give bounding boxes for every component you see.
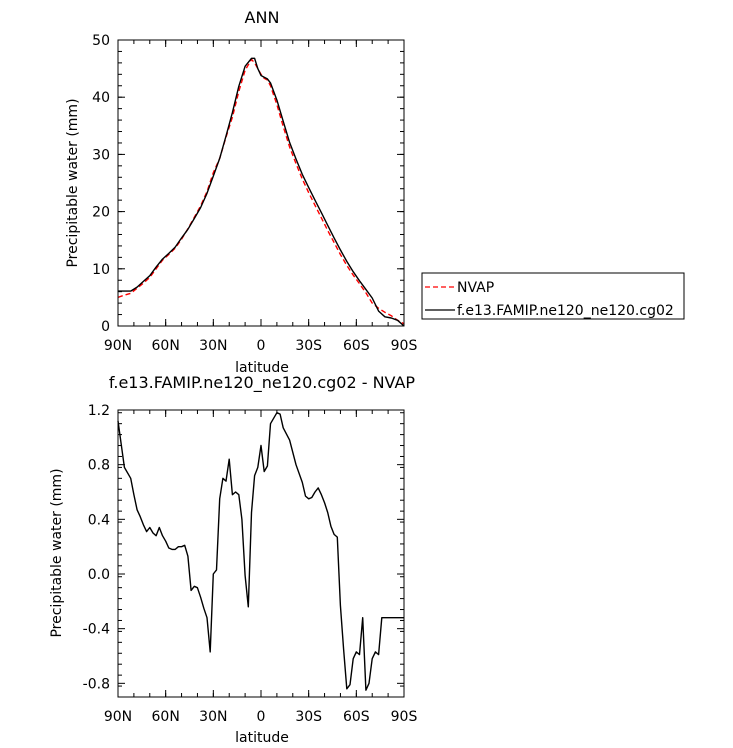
- top-x-tick-label: 0: [257, 338, 266, 354]
- top-x-tick-label: 90N: [104, 338, 132, 354]
- legend-box: [421, 272, 685, 320]
- top-y-tick-label: 40: [92, 90, 110, 106]
- top-series-lines: [117, 57, 405, 327]
- top-y-axis-label: Precipitable water (mm): [65, 98, 81, 267]
- bottom-y-tick-label: 1.2: [88, 403, 110, 419]
- bottom-y-tick-label: -0.4: [83, 622, 110, 638]
- bottom-series-lines: [117, 412, 404, 691]
- bottom-x-tick-label: 30S: [295, 709, 322, 725]
- bottom-y-tick-labels: -0.8 -0.4 0.0 0.4 0.8 1.2: [83, 403, 110, 692]
- legend-label-model: f.e13.FAMIP.ne120_ne120.cg02: [457, 303, 674, 319]
- top-x-tick-labels: 90N 60N 30N 0 30S 60S 90S: [104, 338, 418, 354]
- bottom-plot-frame: [117, 409, 405, 698]
- bottom-series-line-0: [117, 412, 404, 691]
- bottom-y-tick-label: 0.4: [88, 512, 110, 528]
- bottom-x-tick-label: 90S: [391, 709, 418, 725]
- bottom-x-tick-marks: [117, 410, 405, 697]
- top-plot-frame: [117, 39, 405, 327]
- top-chart-title: ANN: [245, 8, 280, 27]
- top-x-tick-label: 90S: [391, 338, 418, 354]
- top-y-tick-label: 10: [92, 262, 110, 278]
- top-y-tick-label: 20: [92, 205, 110, 221]
- top-x-tick-label: 30N: [199, 338, 227, 354]
- top-y-tick-label: 30: [92, 147, 110, 163]
- bottom-chart-title: f.e13.FAMIP.ne120_ne120.cg02 - NVAP: [109, 373, 416, 393]
- bottom-y-tick-marks: [118, 409, 404, 698]
- top-x-tick-label: 60S: [343, 338, 370, 354]
- bottom-x-tick-label: 60S: [343, 709, 370, 725]
- bottom-x-tick-label: 60N: [152, 709, 180, 725]
- bottom-y-tick-label: -0.8: [83, 676, 110, 692]
- bottom-x-tick-labels: 90N 60N 30N 0 30S 60S 90S: [104, 709, 418, 725]
- legend: NVAP f.e13.FAMIP.ne120_ne120.cg02: [421, 272, 685, 320]
- top-y-tick-labels: 0 10 20 30 40 50: [92, 33, 110, 335]
- top-series-line-f-e13-famip-ne120-ne120-cg02: [118, 57, 405, 327]
- bottom-x-tick-label: 30N: [199, 709, 227, 725]
- top-x-tick-label: 60N: [152, 338, 180, 354]
- top-x-tick-label: 30S: [295, 338, 322, 354]
- bottom-x-axis-label: latitude: [235, 730, 289, 746]
- top-chart: ANN 0 10 20 30 40 50 90N 60N 30N 0 30S 60S 90S lati…: [65, 8, 685, 376]
- bottom-y-tick-label: 0.8: [88, 458, 110, 474]
- bottom-y-axis-label: Precipitable water (mm): [49, 468, 65, 637]
- top-x-axis-label: latitude: [235, 360, 289, 376]
- top-y-tick-label: 0: [101, 319, 110, 335]
- legend-label-nvap: NVAP: [457, 280, 494, 296]
- bottom-x-tick-label: 90N: [104, 709, 132, 725]
- top-y-tick-label: 50: [92, 33, 110, 49]
- bottom-chart: f.e13.FAMIP.ne120_ne120.cg02 - NVAP -0.8…: [49, 373, 417, 746]
- bottom-y-tick-label: 0.0: [88, 567, 110, 583]
- bottom-x-tick-label: 0: [257, 709, 266, 725]
